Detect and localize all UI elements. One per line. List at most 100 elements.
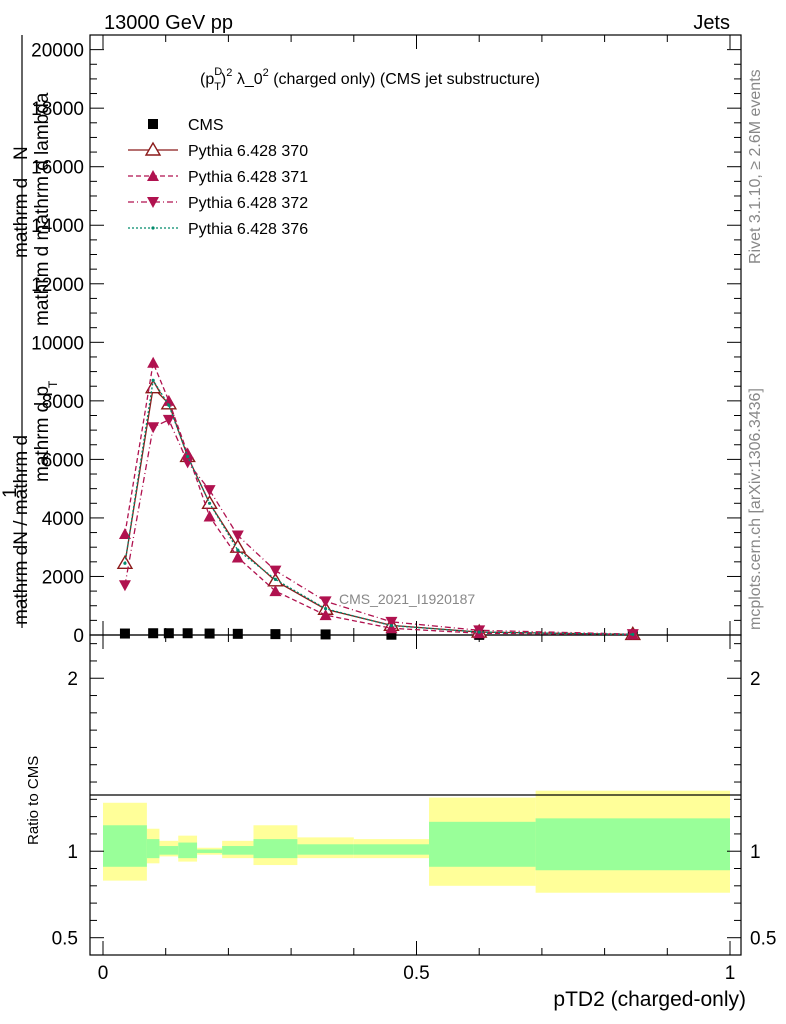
- header-process: Jets: [693, 12, 730, 34]
- main-ytick-label: 20000: [31, 41, 84, 62]
- series-4-point-1: [151, 378, 155, 382]
- legend-label-2: Pythia 6.428 371: [188, 169, 308, 186]
- ratio-ytick-label: 1: [67, 842, 78, 863]
- ratio-y-label: Ratio to CMS: [25, 756, 42, 845]
- ratio-xtick-label: 0.5: [403, 963, 429, 984]
- legend-marker-1: [144, 141, 162, 156]
- legend-marker-4: [151, 226, 155, 230]
- header-collision: 13000 GeV pp: [104, 12, 233, 34]
- series-3-point-4: [203, 485, 216, 497]
- series-3-point-1: [147, 422, 160, 434]
- ratio-ytick-label-right: 1: [750, 842, 761, 863]
- series-4-point-9: [477, 630, 481, 634]
- ratio-band-stat-4: [197, 849, 223, 853]
- series-2: [118, 356, 639, 640]
- ratio-bands: [103, 790, 730, 893]
- series-4-point-6: [273, 577, 278, 581]
- series-2-point-7: [319, 609, 332, 621]
- series-4: [123, 378, 635, 637]
- series-4-point-5: [236, 548, 240, 552]
- series-2-point-1: [147, 356, 160, 368]
- series-0-point-4: [204, 628, 215, 639]
- series-3-point-2: [162, 414, 175, 426]
- series-2-point-2: [162, 394, 175, 406]
- series-4-point-2: [167, 403, 171, 407]
- series-3-point-0: [118, 580, 131, 592]
- legend: CMS Pythia 6.428 370 Pythia 6.428 371 Pythi…: [128, 117, 308, 238]
- ratio-band-stat-7: [297, 844, 354, 855]
- main-ytick-label: 2000: [42, 567, 84, 588]
- series-0-point-8: [386, 629, 397, 640]
- main-ytick-label: 8000: [42, 392, 84, 413]
- plot-title: (pD T)2 λ_02 (charged only) (CMS jet subs…: [200, 66, 540, 93]
- main-ytick-label: 12000: [31, 275, 84, 296]
- analysis-watermark: CMS_2021_I1920187: [339, 591, 475, 607]
- main-ytick-label: 6000: [42, 450, 84, 471]
- main-ytick-label: 10000: [31, 333, 84, 354]
- series-3: [118, 414, 639, 641]
- series-3-point-7: [319, 596, 332, 608]
- ratio-x-axis: 0 0.5 1: [98, 635, 736, 984]
- main-ytick-label: 0: [73, 626, 84, 647]
- legend-label-1: Pythia 6.428 370: [188, 143, 308, 160]
- main-ytick-label: 16000: [31, 158, 84, 179]
- legend-label-3: Pythia 6.428 372: [188, 195, 308, 212]
- ratio-band-stat-2: [159, 846, 179, 855]
- main-ytick-label: 4000: [42, 509, 84, 530]
- ratio-ytick-label-right: 0.5: [750, 929, 776, 950]
- series-3-point-5: [231, 530, 244, 542]
- series-3-point-8: [385, 616, 398, 628]
- main-ytick-label: 18000: [31, 99, 84, 120]
- series-line-4: [124, 378, 633, 636]
- main-y-label: mathrm d N mathrm dN / mathrm d 1 mathrm…: [0, 35, 60, 628]
- series-2-point-4: [203, 510, 216, 522]
- main-ytick-label: 14000: [31, 216, 84, 237]
- main-y-axis: 0 2000 4000 6000 8000 10000 12000 14000 16000 180…: [31, 41, 741, 647]
- ratio-band-stat-9: [429, 821, 536, 867]
- svg-text:T: T: [46, 380, 60, 388]
- legend-marker-3: [147, 197, 159, 208]
- svg-text:1: 1: [0, 487, 21, 498]
- series-0-point-5: [232, 628, 243, 639]
- ratio-band-stat-1: [146, 839, 160, 859]
- ratio-band-stat-5: [222, 846, 254, 855]
- series-0-point-6: [270, 629, 281, 640]
- series-0-point-3: [182, 628, 193, 639]
- ratio-band-stat-8: [353, 844, 430, 855]
- series-3-point-6: [269, 565, 282, 577]
- series-4-point-3: [186, 454, 190, 459]
- rivet-label: Rivet 3.1.10, ≥ 2.6M events: [747, 69, 764, 264]
- legend-marker-0: [148, 119, 158, 129]
- ratio-y-axis: 0.5 0.5 1 1 2 2: [52, 643, 776, 950]
- series-0-point-7: [320, 629, 331, 640]
- svg-text:mathrm d p: mathrm d p: [32, 386, 53, 482]
- series-2-point-0: [118, 528, 131, 540]
- ratio-band-stat-0: [103, 825, 147, 867]
- ratio-band-stat-3: [178, 842, 198, 859]
- x-axis-label: pTD2 (charged-only): [553, 988, 746, 1011]
- svg-text:mathrm d mathrm d lambda: mathrm d mathrm d lambda: [32, 92, 53, 326]
- ratio-ytick-label: 0.5: [52, 929, 78, 950]
- series-4-point-4: [207, 501, 212, 505]
- main-x-ticks: [102, 35, 731, 635]
- mcplots-label: mcplots.cern.ch [arXiv:1306.3436]: [747, 388, 764, 630]
- series-0-point-2: [163, 628, 174, 639]
- legend-label-4: Pythia 6.428 376: [188, 221, 308, 238]
- series-0-point-0: [119, 628, 130, 639]
- series-0-point-1: [148, 628, 159, 639]
- series-4-point-10: [631, 632, 635, 637]
- ratio-ytick-label-right: 2: [750, 669, 761, 690]
- ratio-band-stat-10: [535, 818, 730, 871]
- ratio-band-stat-6: [253, 839, 298, 859]
- series-layer: [116, 356, 642, 641]
- series-4-point-8: [389, 624, 394, 628]
- series-4-point-0: [123, 561, 127, 565]
- legend-marker-2: [147, 170, 159, 181]
- series-2-point-6: [269, 585, 282, 597]
- ratio-xtick-label: 1: [725, 963, 736, 984]
- series-2-point-5: [231, 551, 244, 563]
- series-4-point-7: [323, 607, 328, 611]
- ratio-xtick-label: 0: [98, 963, 109, 984]
- ratio-ytick-label: 2: [67, 669, 78, 690]
